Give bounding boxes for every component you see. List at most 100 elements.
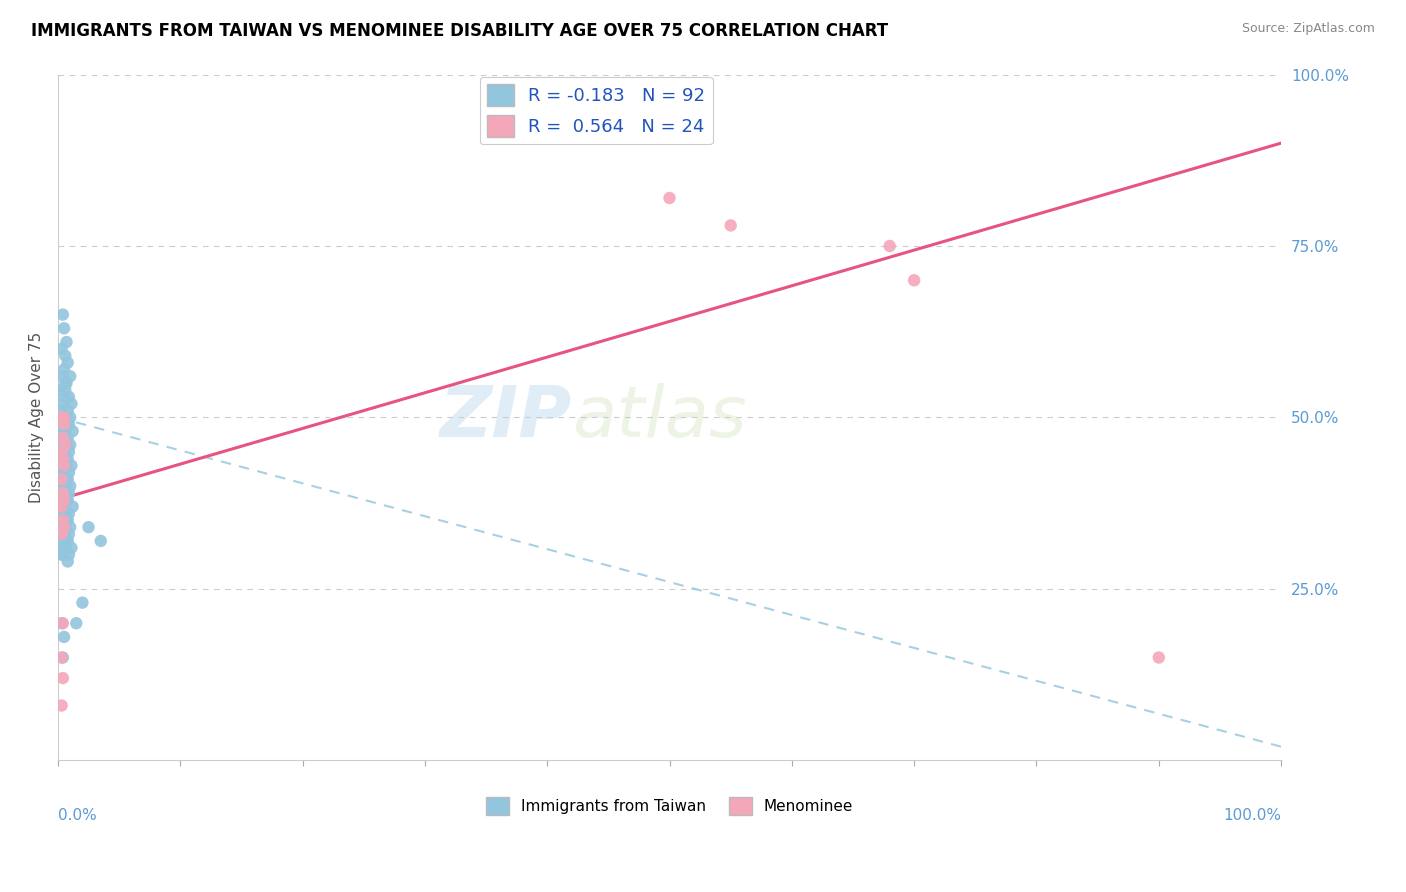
- Point: [52, 527, 75, 541]
- Point: [53, 362, 76, 376]
- Point: [53, 479, 76, 493]
- Point: [51, 466, 73, 480]
- Point: [55, 513, 77, 527]
- Point: [53, 444, 76, 458]
- Point: [53, 630, 76, 644]
- Point: [53, 466, 76, 480]
- Point: [55, 376, 77, 391]
- Point: [51, 500, 73, 514]
- Point: [53, 390, 76, 404]
- Point: [53, 458, 76, 473]
- Point: [52, 451, 75, 466]
- Point: [51, 444, 73, 458]
- Point: [59, 410, 82, 425]
- Point: [58, 548, 80, 562]
- Point: [51, 616, 73, 631]
- Point: [52, 466, 75, 480]
- Point: [53, 444, 76, 458]
- Point: [90, 533, 112, 548]
- Point: [59, 520, 82, 534]
- Point: [51, 548, 73, 562]
- Point: [52, 397, 75, 411]
- Point: [52, 671, 75, 685]
- Point: [55, 458, 77, 473]
- Text: atlas: atlas: [572, 383, 747, 452]
- Point: [60, 458, 83, 473]
- Point: [55, 492, 77, 507]
- Point: [903, 273, 925, 287]
- Point: [51, 486, 73, 500]
- Point: [59, 479, 82, 493]
- Point: [56, 513, 79, 527]
- Point: [53, 507, 76, 521]
- Point: [658, 191, 681, 205]
- Point: [53, 520, 76, 534]
- Point: [55, 533, 77, 548]
- Point: [51, 698, 73, 713]
- Text: IMMIGRANTS FROM TAIWAN VS MENOMINEE DISABILITY AGE OVER 75 CORRELATION CHART: IMMIGRANTS FROM TAIWAN VS MENOMINEE DISA…: [31, 22, 889, 40]
- Point: [51, 424, 73, 438]
- Point: [62, 424, 84, 438]
- Point: [52, 431, 75, 445]
- Point: [52, 513, 75, 527]
- Point: [53, 520, 76, 534]
- Point: [52, 513, 75, 527]
- Point: [52, 369, 75, 384]
- Point: [53, 431, 76, 445]
- Point: [51, 438, 73, 452]
- Point: [53, 541, 76, 555]
- Point: [56, 492, 79, 507]
- Point: [53, 376, 76, 391]
- Point: [55, 438, 77, 452]
- Point: [59, 438, 82, 452]
- Point: [53, 410, 76, 425]
- Point: [56, 355, 79, 369]
- Point: [58, 444, 80, 458]
- Point: [53, 507, 76, 521]
- Point: [53, 410, 76, 425]
- Point: [77, 520, 100, 534]
- Point: [52, 417, 75, 432]
- Point: [53, 492, 76, 507]
- Point: [1147, 650, 1170, 665]
- Point: [53, 458, 76, 473]
- Point: [58, 466, 80, 480]
- Text: 100.0%: 100.0%: [1223, 808, 1281, 823]
- Point: [58, 486, 80, 500]
- Point: [53, 438, 76, 452]
- Point: [53, 383, 76, 397]
- Point: [52, 479, 75, 493]
- Point: [56, 472, 79, 486]
- Point: [51, 500, 73, 514]
- Point: [52, 548, 75, 562]
- Point: [51, 527, 73, 541]
- Point: [53, 321, 76, 335]
- Legend: Immigrants from Taiwan, Menominee: Immigrants from Taiwan, Menominee: [479, 790, 859, 822]
- Point: [52, 650, 75, 665]
- Point: [879, 239, 901, 253]
- Point: [60, 397, 83, 411]
- Point: [59, 369, 82, 384]
- Point: [51, 383, 73, 397]
- Point: [55, 417, 77, 432]
- Point: [51, 403, 73, 417]
- Point: [58, 390, 80, 404]
- Point: [60, 541, 83, 555]
- Point: [58, 417, 80, 432]
- Y-axis label: Disability Age Over 75: Disability Age Over 75: [30, 332, 44, 503]
- Point: [53, 472, 76, 486]
- Point: [53, 527, 76, 541]
- Point: [58, 527, 80, 541]
- Point: [51, 472, 73, 486]
- Point: [52, 500, 75, 514]
- Point: [56, 403, 79, 417]
- Point: [51, 410, 73, 425]
- Point: [51, 520, 73, 534]
- Point: [72, 596, 94, 610]
- Point: [56, 533, 79, 548]
- Point: [53, 486, 76, 500]
- Point: [52, 486, 75, 500]
- Point: [56, 431, 79, 445]
- Point: [51, 533, 73, 548]
- Point: [53, 541, 76, 555]
